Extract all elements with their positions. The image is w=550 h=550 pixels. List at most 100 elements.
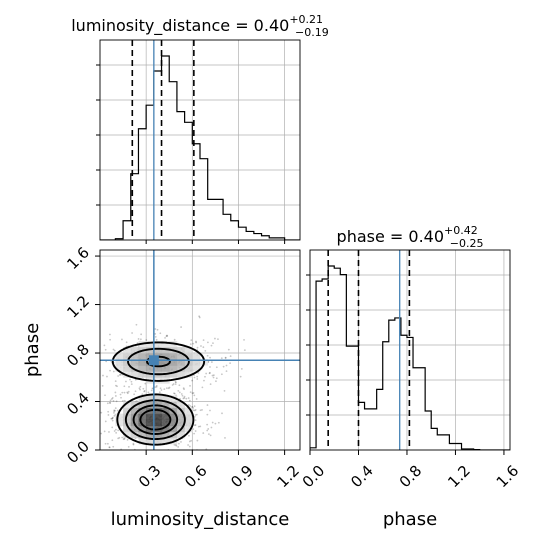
density-cell — [169, 359, 178, 366]
density-point — [104, 442, 107, 445]
density-xtick-label-2: 0.9 — [227, 462, 257, 492]
density-cell — [161, 340, 170, 348]
density-cell — [184, 371, 193, 378]
density-point — [100, 411, 103, 414]
density-point — [139, 385, 142, 388]
title-luminosity-distance-plus: +0.21 — [289, 13, 323, 26]
density-frame — [99, 249, 301, 451]
density-point — [112, 445, 115, 448]
density-cell — [176, 365, 186, 372]
density-cell — [161, 346, 170, 354]
density-point — [160, 389, 163, 391]
density-point — [225, 370, 228, 373]
density-point — [215, 380, 217, 383]
density-point — [145, 339, 148, 341]
density-xtick-label-3: 1.2 — [273, 462, 303, 492]
density-cell — [153, 395, 162, 402]
density-point — [167, 387, 170, 390]
hist-phase-frame — [309, 249, 511, 451]
density-point — [209, 356, 211, 359]
density-cell — [161, 395, 170, 402]
density-point — [180, 441, 182, 443]
density-point — [229, 355, 232, 358]
density-point — [107, 414, 110, 416]
title-luminosity-distance-minus: −0.19 — [295, 26, 329, 39]
density-point — [193, 394, 196, 397]
density-cell — [123, 401, 132, 408]
density-point — [194, 409, 197, 411]
title-phase-plus: +0.42 — [444, 224, 478, 237]
title-luminosity-distance: luminosity_distance = 0.40+0.21 −0.19 — [71, 13, 329, 39]
density-cell — [123, 353, 132, 360]
density-point — [113, 411, 115, 414]
density-point — [123, 437, 126, 440]
density-point — [138, 387, 141, 390]
density-point — [129, 378, 131, 381]
hist-luminosity-distance-ticks — [96, 64, 286, 244]
density-point — [108, 431, 110, 433]
density-point — [103, 344, 106, 347]
density-point — [177, 389, 180, 392]
density-point — [185, 397, 188, 400]
density-point — [209, 366, 211, 368]
x-axis-title-phase: phase — [383, 509, 437, 530]
density-ytick-label-3: 1.2 — [63, 292, 93, 322]
density-point — [215, 366, 218, 369]
density-point — [103, 430, 106, 433]
density-point — [126, 438, 129, 441]
density-point — [127, 445, 130, 448]
density-point — [202, 339, 205, 342]
density-point — [187, 397, 190, 399]
density-cell — [161, 425, 170, 433]
density-cell — [138, 425, 147, 433]
density-point — [189, 343, 192, 346]
density-cell — [123, 365, 132, 372]
density-point — [154, 333, 157, 335]
density-cell — [169, 353, 178, 360]
density-point — [209, 434, 212, 437]
density-point — [110, 417, 113, 420]
density-point — [113, 349, 116, 352]
density-point — [133, 393, 136, 396]
density-point — [116, 409, 119, 412]
density-point — [111, 417, 114, 420]
density-cell — [115, 353, 124, 360]
density-point — [173, 392, 175, 395]
density-point — [151, 387, 154, 390]
density-cell — [146, 401, 155, 408]
density-cell — [153, 413, 162, 421]
density-cell — [184, 365, 193, 372]
density-point — [193, 415, 196, 418]
density-point — [196, 346, 199, 349]
hist-phase-xtick-label-2: 0.8 — [396, 462, 426, 492]
density-point — [201, 408, 203, 411]
density-point — [111, 417, 114, 420]
density-point — [191, 406, 194, 408]
density-cell — [176, 353, 186, 360]
density-cell — [176, 371, 186, 378]
y-axis-title-phase: phase — [22, 323, 43, 377]
density-point — [144, 382, 147, 385]
density-point — [182, 387, 185, 390]
density-contour-2 — [132, 355, 179, 435]
density-y-ticks: 0.0 0.4 0.8 1.2 1.6 — [63, 243, 100, 467]
density-point — [239, 375, 242, 378]
hist-phase-quantiles — [327, 250, 411, 450]
density-point — [114, 380, 117, 383]
density-point — [104, 394, 106, 397]
density-point — [243, 338, 245, 341]
density-ytick-label-1: 0.4 — [63, 389, 93, 419]
density-cell — [146, 395, 155, 402]
density-point — [220, 373, 223, 376]
density-point — [202, 346, 205, 349]
density-point — [178, 384, 181, 387]
density-point — [155, 338, 158, 341]
density-point — [119, 393, 122, 396]
hist-phase-steps — [310, 265, 510, 450]
density-cell — [153, 340, 162, 348]
density-point — [210, 361, 213, 363]
density-cell — [161, 437, 170, 445]
density-point — [114, 395, 117, 397]
density-cell — [176, 346, 186, 354]
density-point — [181, 394, 184, 397]
